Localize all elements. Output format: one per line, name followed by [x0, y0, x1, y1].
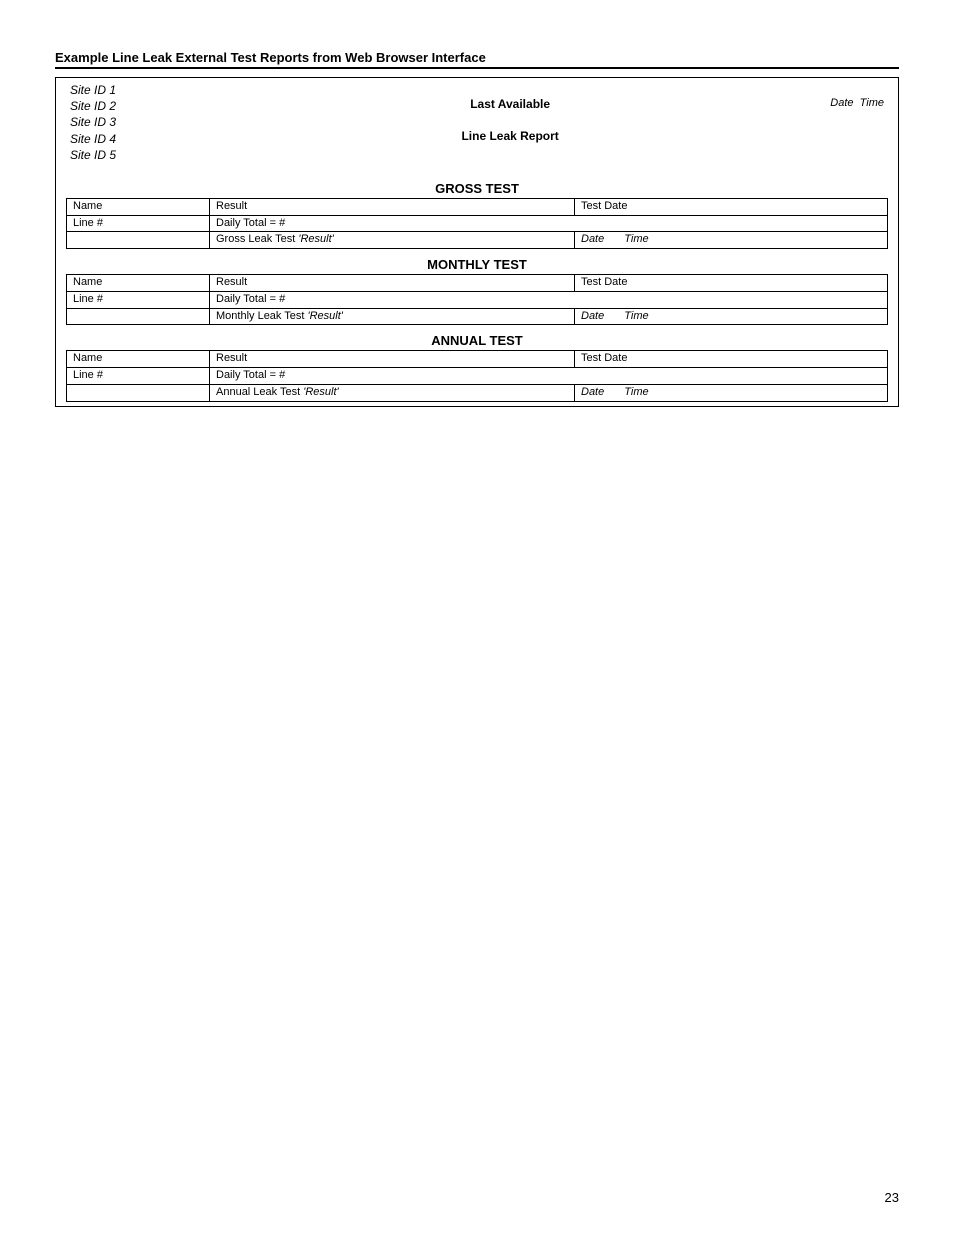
- cell-daily-total: Daily Total = #: [210, 291, 888, 308]
- cell-empty: [67, 384, 210, 401]
- cell-daily-total: Daily Total = #: [210, 368, 888, 385]
- cell-daily-total: Daily Total = #: [210, 215, 888, 232]
- section-title: GROSS TEST: [56, 179, 898, 198]
- table-row: Name Result Test Date: [67, 351, 888, 368]
- cell-name-header: Name: [67, 198, 210, 215]
- cell-date-time: DateTime: [575, 384, 888, 401]
- section-table: Name Result Test Date Line # Daily Total…: [66, 350, 888, 401]
- section-title: ANNUAL TEST: [56, 331, 898, 350]
- cell-line: Line #: [67, 291, 210, 308]
- site-id: Site ID 4: [70, 131, 190, 147]
- cell-result-header: Result: [210, 275, 575, 292]
- cell-name-header: Name: [67, 351, 210, 368]
- cell-result-header: Result: [210, 351, 575, 368]
- header-date-time: Date Time: [830, 97, 888, 109]
- report-header: Site ID 1 Site ID 2 Site ID 3 Site ID 4 …: [56, 78, 898, 173]
- page-number: 23: [885, 1190, 899, 1205]
- section-gross: GROSS TEST Name Result Test Date Line # …: [56, 179, 898, 249]
- cell-testdate-header: Test Date: [575, 198, 888, 215]
- cell-line: Line #: [67, 368, 210, 385]
- table-row: Line # Daily Total = #: [67, 291, 888, 308]
- cell-leak-test: Gross Leak Test 'Result': [210, 232, 575, 249]
- cell-testdate-header: Test Date: [575, 275, 888, 292]
- site-id: Site ID 2: [70, 98, 190, 114]
- site-id-list: Site ID 1 Site ID 2 Site ID 3 Site ID 4 …: [70, 82, 190, 163]
- table-row: Annual Leak Test 'Result' DateTime: [67, 384, 888, 401]
- cell-name-header: Name: [67, 275, 210, 292]
- cell-testdate-header: Test Date: [575, 351, 888, 368]
- report-title-2: Line Leak Report: [190, 129, 830, 143]
- section-title: MONTHLY TEST: [56, 255, 898, 274]
- section-annual: ANNUAL TEST Name Result Test Date Line #…: [56, 331, 898, 401]
- cell-empty: [67, 308, 210, 325]
- page: Example Line Leak External Test Reports …: [0, 0, 954, 1235]
- table-row: Line # Daily Total = #: [67, 368, 888, 385]
- site-id: Site ID 3: [70, 114, 190, 130]
- site-id: Site ID 5: [70, 147, 190, 163]
- report-title-1: Last Available: [190, 97, 830, 111]
- site-id: Site ID 1: [70, 82, 190, 98]
- section-table: Name Result Test Date Line # Daily Total…: [66, 198, 888, 249]
- cell-leak-test: Monthly Leak Test 'Result': [210, 308, 575, 325]
- page-title: Example Line Leak External Test Reports …: [55, 50, 899, 69]
- section-monthly: MONTHLY TEST Name Result Test Date Line …: [56, 255, 898, 325]
- report-center-titles: Last Available Line Leak Report: [190, 82, 830, 143]
- table-row: Name Result Test Date: [67, 275, 888, 292]
- table-row: Line # Daily Total = #: [67, 215, 888, 232]
- section-table: Name Result Test Date Line # Daily Total…: [66, 274, 888, 325]
- cell-leak-test: Annual Leak Test 'Result': [210, 384, 575, 401]
- table-row: Monthly Leak Test 'Result' DateTime: [67, 308, 888, 325]
- table-row: Gross Leak Test 'Result' DateTime: [67, 232, 888, 249]
- cell-line: Line #: [67, 215, 210, 232]
- cell-date-time: DateTime: [575, 308, 888, 325]
- cell-result-header: Result: [210, 198, 575, 215]
- report-box: Site ID 1 Site ID 2 Site ID 3 Site ID 4 …: [55, 77, 899, 407]
- cell-date-time: DateTime: [575, 232, 888, 249]
- cell-empty: [67, 232, 210, 249]
- table-row: Name Result Test Date: [67, 198, 888, 215]
